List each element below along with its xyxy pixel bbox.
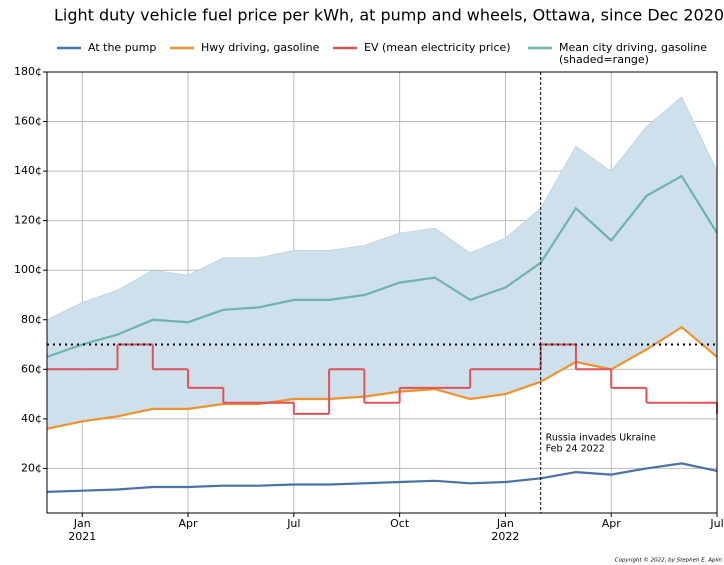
event-label: Feb 24 2022 [546,444,605,455]
y-tick-label: 100¢ [14,263,42,276]
y-tick-label: 20¢ [21,461,42,474]
range-area [46,96,718,430]
y-tick-label: 60¢ [21,362,42,375]
series-line [46,325,718,430]
series-line [46,174,718,358]
series-line [46,462,718,493]
y-tick-label: 40¢ [21,412,42,425]
x-tick-label: Apr [179,517,199,530]
x-tick-label: Jul [286,517,300,530]
x-tick-label: Jan [73,517,91,530]
x-year-label: 2022 [491,530,519,543]
x-tick-label: Jul [709,517,723,530]
legend-note: (shaded=range) [559,53,649,66]
plot-frame [46,71,718,514]
legend-label: At the pump [88,41,156,54]
x-tick-label: Oct [390,517,410,530]
legend-label: Hwy driving, gasoline [201,41,320,54]
x-year-label: 2021 [68,530,96,543]
y-tick-label: 80¢ [21,313,42,326]
y-tick-label: 120¢ [14,214,42,227]
y-tick-label: 140¢ [14,164,42,177]
legend-label: EV (mean electricity price) [364,41,511,54]
copyright: Copyright © 2022, by Stephen E. Aplin [615,557,723,564]
chart-title: Light duty vehicle fuel price per kWh, a… [54,6,724,25]
y-tick-label: 180¢ [14,65,42,78]
y-tick-label: 160¢ [14,115,42,128]
event-label: Russia invades Ukraine [546,433,656,444]
x-tick-label: Jan [496,517,514,530]
x-tick-label: Apr [602,517,622,530]
legend-label: Mean city driving, gasoline [559,41,707,54]
